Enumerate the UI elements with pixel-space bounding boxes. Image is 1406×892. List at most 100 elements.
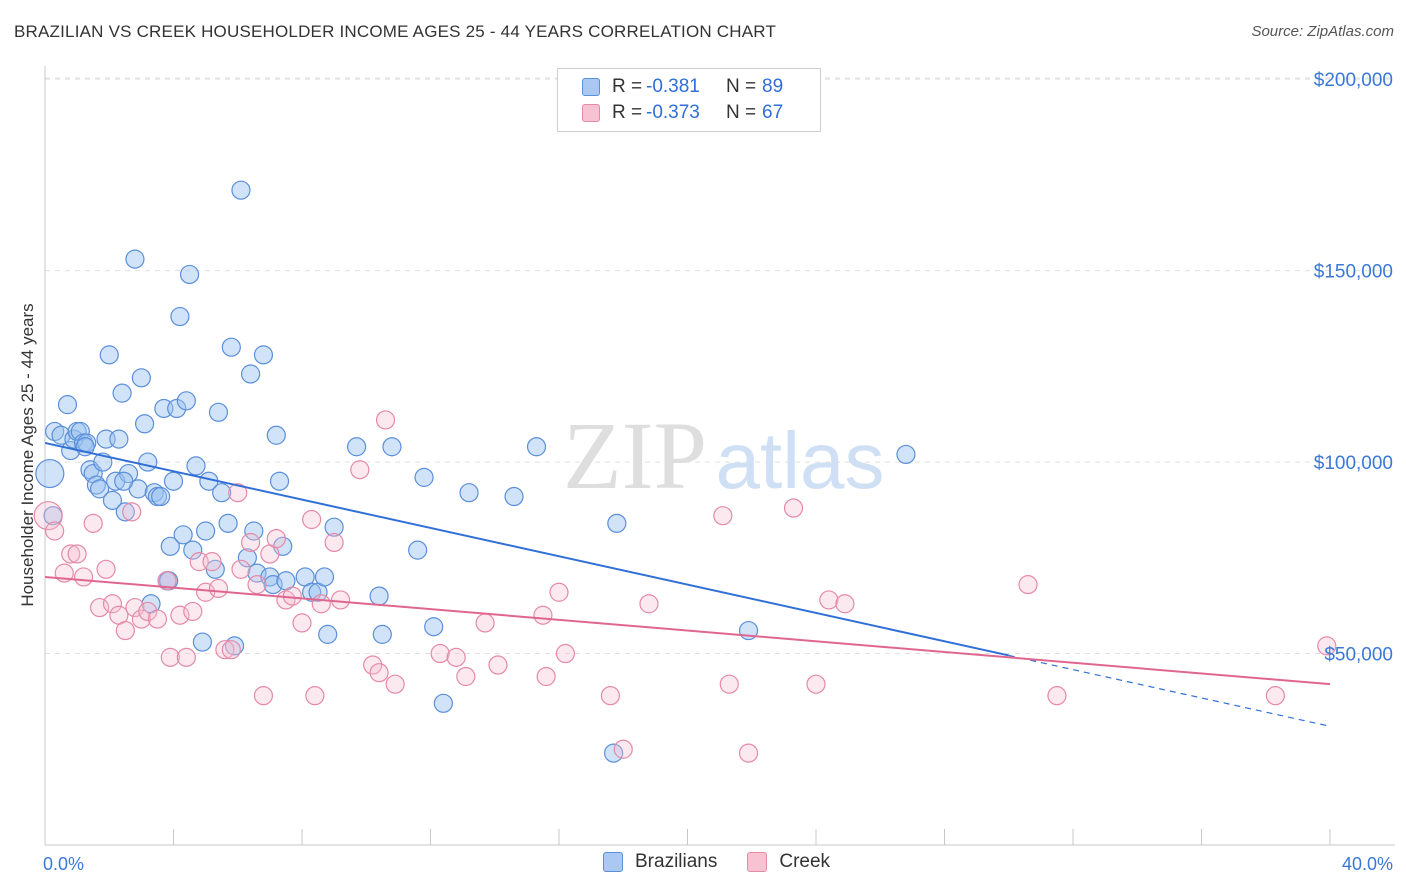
- data-point: [196, 521, 216, 541]
- data-point: [536, 666, 556, 687]
- data-point: [305, 686, 325, 706]
- bottom-legend-swatch-brazilians: [603, 852, 623, 872]
- data-point: [208, 578, 229, 599]
- data-point: [83, 513, 103, 533]
- data-point: [176, 647, 196, 667]
- legend-r-value: -0.381: [646, 76, 700, 97]
- legend-swatch-brazilians: [582, 78, 600, 96]
- data-point: [160, 647, 180, 667]
- data-point: [215, 640, 235, 660]
- data-point: [526, 437, 547, 457]
- trend-line-creek: [44, 575, 1331, 686]
- data-point: [33, 501, 63, 531]
- data-point: [475, 613, 495, 633]
- data-point: [382, 437, 402, 457]
- data-points: [33, 180, 1337, 763]
- data-point: [112, 383, 132, 403]
- watermark-zip: ZIP: [563, 402, 707, 509]
- data-point: [604, 743, 624, 763]
- data-point: [446, 647, 466, 667]
- data-point: [314, 567, 335, 587]
- data-point: [212, 483, 232, 503]
- data-point: [607, 513, 627, 533]
- data-point: [369, 663, 389, 683]
- series-brazilians: [35, 180, 916, 763]
- data-point: [122, 502, 142, 522]
- data-point: [157, 571, 177, 591]
- legend-r-label: R =: [612, 102, 643, 123]
- data-point: [90, 479, 110, 499]
- axes: [44, 66, 1395, 846]
- data-point: [151, 486, 171, 507]
- data-point: [163, 471, 184, 491]
- data-point: [202, 552, 222, 572]
- bottom-legend-swatch-creek: [747, 852, 768, 872]
- data-point: [318, 624, 338, 644]
- data-point: [456, 666, 476, 687]
- data-point: [131, 368, 151, 388]
- data-point: [228, 483, 248, 503]
- data-point: [183, 601, 203, 622]
- data-point: [263, 575, 283, 595]
- data-point: [173, 525, 193, 545]
- legend-swatch-creek: [582, 104, 600, 122]
- data-point: [241, 532, 261, 553]
- data-point: [600, 686, 621, 706]
- data-point: [1265, 686, 1285, 706]
- bottom-legend-label: Brazilians: [635, 851, 718, 872]
- data-point: [138, 452, 158, 472]
- data-point: [533, 605, 553, 625]
- series-creek: [33, 410, 1337, 763]
- y-tick-label: $100,000: [1314, 453, 1393, 474]
- data-point: [231, 180, 251, 200]
- data-point: [613, 739, 633, 759]
- data-point: [231, 559, 251, 579]
- data-point: [125, 597, 145, 618]
- data-point: [102, 594, 123, 614]
- bottom-legend-brazilians[interactable]: Brazilians: [603, 851, 717, 873]
- data-point: [192, 632, 213, 652]
- data-point: [237, 548, 257, 568]
- data-point: [266, 529, 286, 549]
- data-point: [408, 540, 428, 560]
- data-point: [363, 655, 383, 675]
- data-point: [324, 532, 344, 553]
- bottom-legend-creek[interactable]: Creek: [747, 851, 830, 873]
- data-point: [433, 693, 453, 713]
- data-point: [424, 617, 444, 637]
- data-point: [247, 575, 267, 595]
- data-point: [372, 624, 392, 644]
- data-point: [302, 509, 322, 530]
- data-point: [138, 601, 158, 622]
- source-label: Source: ZipAtlas.com: [1251, 23, 1394, 40]
- data-point: [488, 655, 508, 675]
- legend-r-label: R =: [612, 76, 643, 97]
- data-point: [35, 458, 65, 489]
- data-point: [99, 345, 119, 365]
- data-point: [783, 498, 804, 518]
- data-point: [350, 460, 370, 480]
- data-point: [375, 410, 396, 430]
- data-point: [134, 414, 155, 434]
- data-point: [253, 686, 274, 706]
- data-point: [244, 521, 264, 541]
- data-point: [67, 544, 87, 564]
- data-point: [221, 337, 241, 357]
- legend-row-creek: R = -0.373 N = 67: [582, 101, 783, 125]
- data-point: [170, 605, 190, 625]
- data-point: [96, 559, 116, 579]
- data-point: [738, 743, 759, 763]
- bottom-legend-label: Creek: [779, 851, 831, 872]
- data-point: [311, 594, 331, 614]
- data-point: [241, 364, 261, 384]
- data-point: [196, 582, 216, 602]
- data-point: [167, 398, 187, 419]
- legend-n-label: N =: [726, 102, 757, 123]
- data-point: [347, 437, 367, 457]
- legend-row-brazilians: R = -0.381 N = 89: [582, 75, 783, 99]
- data-point: [414, 467, 434, 487]
- data-point: [719, 674, 739, 694]
- data-point: [247, 563, 267, 583]
- data-point: [70, 421, 90, 442]
